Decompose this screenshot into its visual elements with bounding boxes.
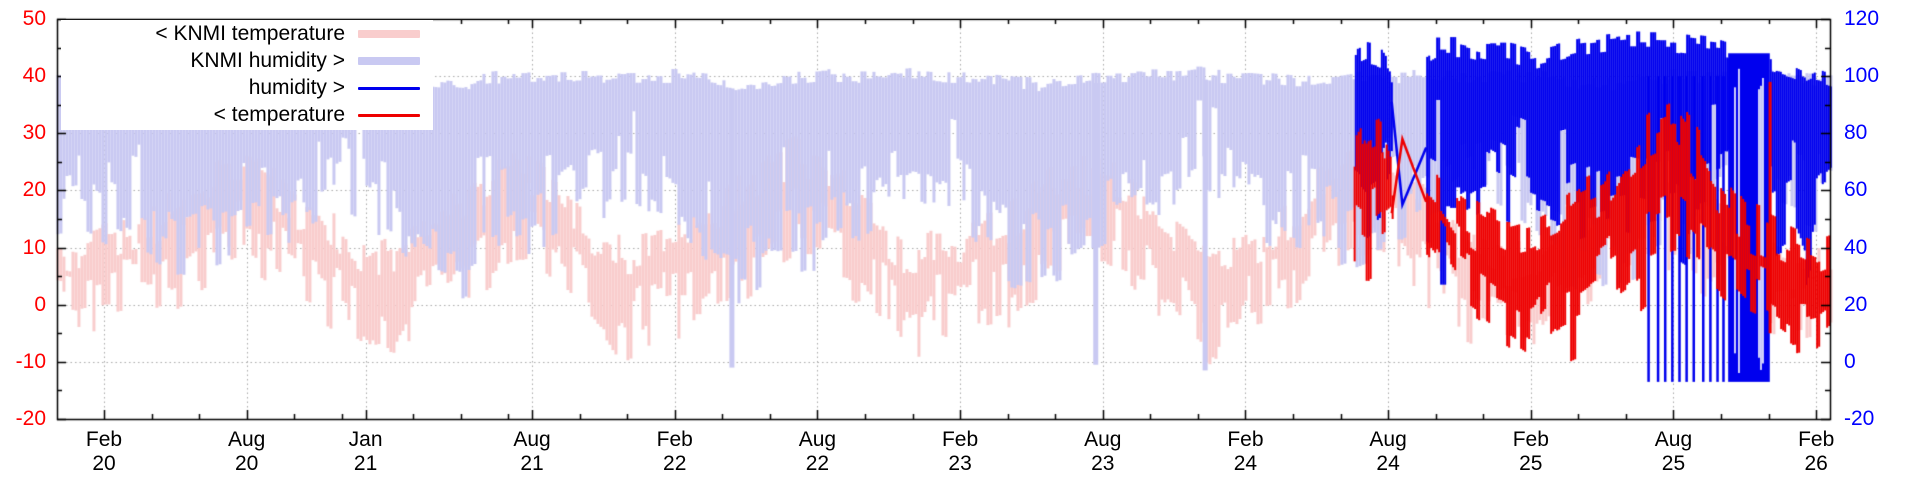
legend-item-label: humidity >	[248, 76, 345, 99]
legend-item-label: < KNMI temperature	[155, 22, 345, 45]
x-axis-tick-label-year: 22	[805, 452, 830, 475]
x-axis-tick-label-year: 25	[1519, 452, 1543, 475]
legend-line-sample	[358, 113, 420, 117]
x-axis-tick-label-year: 23	[1091, 452, 1115, 475]
x-axis-tick-label-month: Aug	[513, 428, 551, 451]
left-axis-tick-label: 20	[22, 178, 46, 202]
x-axis-tick-label-year: 24	[1376, 452, 1400, 475]
right-axis-tick-label: 40	[1844, 235, 1868, 259]
left-axis-tick-label: -20	[15, 407, 46, 430]
legend-item-label: < temperature	[213, 103, 345, 126]
x-axis-tick-label-year: 25	[1661, 452, 1686, 475]
x-axis-tick-label-year: 21	[520, 452, 544, 475]
legend-item: < temperature	[61, 102, 433, 128]
right-axis-tick-label: 20	[1844, 292, 1868, 316]
x-axis-tick-label-month: Aug	[1369, 428, 1407, 451]
legend-line-sample	[358, 57, 420, 65]
right-axis-tick-label: 60	[1844, 178, 1868, 202]
x-axis-tick-label-month: Aug	[798, 428, 837, 451]
x-axis-tick-label-year: 22	[663, 452, 687, 475]
x-axis-tick-label-month: Feb	[1512, 428, 1549, 451]
legend-item-label: KNMI humidity >	[190, 49, 345, 72]
right-axis-tick-label: 80	[1844, 121, 1868, 145]
x-axis-tick-label-month: Feb	[1227, 428, 1264, 451]
legend-item: KNMI humidity >	[61, 48, 433, 74]
legend-item: humidity >	[61, 75, 433, 101]
x-axis-tick-label-month: Feb	[941, 428, 979, 451]
x-axis-tick-label-month: Aug	[1084, 428, 1122, 451]
right-axis-tick-label: 100	[1844, 64, 1880, 88]
x-axis-tick-label-year: 23	[948, 452, 972, 475]
x-axis-tick-label-year: 20	[92, 452, 116, 475]
left-axis-tick-label: 40	[22, 64, 46, 88]
left-axis-tick-label: 0	[34, 292, 46, 316]
left-axis-tick-label: 10	[22, 235, 46, 259]
left-axis-tick-label: 30	[22, 121, 46, 145]
legend-item: < KNMI temperature	[61, 21, 433, 47]
x-axis-tick-label-month: Feb	[85, 428, 123, 451]
x-axis-tick-label-year: 21	[353, 452, 378, 475]
x-axis-tick-label-month: Jan	[348, 428, 383, 451]
right-axis-tick-label: -20	[1844, 407, 1875, 430]
x-axis-tick-label-month: Aug	[227, 428, 266, 451]
right-axis-tick-label: 120	[1844, 7, 1880, 30]
x-axis-tick-label-month: Aug	[1654, 428, 1693, 451]
left-axis-tick-label: -10	[15, 349, 46, 373]
x-axis-tick-label-year: 24	[1233, 452, 1258, 475]
legend: < KNMI temperature KNMI humidity > humidit…	[61, 20, 433, 130]
x-axis-tick-label-month: Feb	[656, 428, 693, 451]
legend-line-sample	[358, 30, 420, 38]
x-axis-tick-label-month: Feb	[1798, 428, 1835, 451]
left-axis-tick-label: 50	[22, 7, 46, 30]
x-axis-tick-label-year: 20	[234, 452, 259, 475]
x-axis-tick-label-year: 26	[1804, 452, 1828, 475]
right-axis-tick-label: 0	[1844, 349, 1856, 373]
legend-line-sample	[358, 86, 420, 90]
